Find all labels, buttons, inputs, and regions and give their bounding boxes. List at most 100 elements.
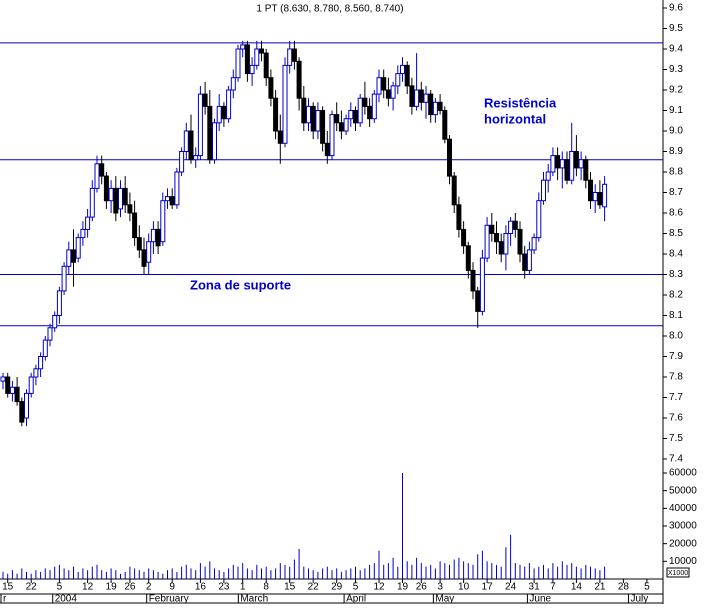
- candle-body: [597, 192, 603, 206]
- y-tick-label: 40000: [669, 503, 697, 514]
- candle-body: [282, 64, 288, 144]
- candle-body: [174, 171, 180, 206]
- candle-body: [273, 97, 279, 132]
- candle-body: [71, 249, 76, 263]
- y-tick-label: 8.7: [669, 187, 683, 198]
- candle-body: [564, 159, 570, 181]
- month-label: May: [435, 594, 454, 604]
- candle-body: [451, 175, 457, 206]
- y-tick-label: 7.4: [669, 454, 683, 465]
- x-tick-label: 10: [458, 582, 470, 593]
- candle-body: [395, 73, 401, 87]
- candle-body: [357, 97, 363, 124]
- candle-body: [578, 159, 584, 169]
- month-label: April: [346, 594, 366, 604]
- candle-body: [52, 315, 58, 329]
- candle-body: [503, 233, 509, 255]
- candle-body: [583, 159, 589, 181]
- x-tick-label: 12: [373, 582, 385, 593]
- candle-body: [169, 196, 175, 206]
- candle-body: [376, 77, 382, 95]
- candle-body: [512, 220, 518, 230]
- candle-body: [150, 228, 156, 243]
- candle-body: [423, 93, 429, 103]
- candle-body: [569, 151, 575, 181]
- y-tick-label: 8.1: [669, 310, 683, 321]
- candle-body: [221, 105, 227, 120]
- candle-body: [47, 327, 53, 341]
- candle-body: [14, 386, 20, 403]
- candle-body: [343, 118, 349, 132]
- candle-body: [489, 224, 495, 235]
- candle-body: [19, 401, 25, 423]
- candle-body: [118, 187, 123, 210]
- candle-body: [329, 114, 335, 157]
- candle-body: [24, 392, 29, 419]
- month-label: March: [240, 594, 268, 604]
- candle-body: [465, 245, 471, 271]
- candle-body: [89, 187, 95, 218]
- unit-box: [666, 567, 690, 578]
- x-tick-label: 1: [240, 582, 246, 593]
- month-label: June: [529, 594, 551, 604]
- y-tick-label: 9.1: [669, 105, 683, 116]
- candle-body: [437, 101, 443, 112]
- candle-body: [385, 89, 391, 99]
- y-tick-label: 8.0: [669, 331, 683, 342]
- candle-body: [470, 269, 476, 292]
- candle-body: [498, 241, 504, 255]
- candle-body: [484, 224, 490, 259]
- candle-body: [353, 110, 358, 124]
- x-tick-label: 23: [218, 582, 230, 593]
- candle-body: [66, 249, 72, 267]
- y-tick-label: 8.2: [669, 290, 683, 301]
- candle-body: [127, 204, 133, 214]
- candle-body: [132, 212, 138, 239]
- candle-body: [193, 155, 199, 161]
- candle-body: [5, 376, 11, 394]
- x-tick-label: 26: [124, 582, 136, 593]
- candle-body: [202, 93, 208, 107]
- y-tick-label: 8.9: [669, 146, 683, 157]
- candle-body: [165, 196, 170, 202]
- candle-body: [216, 105, 222, 124]
- x-tick-label: 15: [284, 582, 296, 593]
- candle-body: [306, 105, 311, 124]
- candle-body: [42, 339, 48, 358]
- candle-body: [33, 368, 39, 378]
- candle-body: [588, 179, 593, 202]
- x-tick-label: 5: [644, 582, 650, 593]
- x-tick-label: 9: [169, 582, 175, 593]
- candle-body: [301, 97, 307, 124]
- x-tick-label: 19: [397, 582, 409, 593]
- candle-body: [38, 356, 44, 370]
- month-label: July: [630, 594, 648, 604]
- y-tick-label: 7.8: [669, 372, 683, 383]
- candle-body: [400, 64, 405, 75]
- y-tick-label: 9.2: [669, 85, 683, 96]
- candle-body: [235, 48, 241, 79]
- annotation: horizontal: [484, 111, 546, 126]
- candle-body: [141, 249, 147, 267]
- x-tick-label: 21: [594, 582, 606, 593]
- candle-body: [442, 110, 448, 140]
- candle-body: [545, 171, 551, 181]
- chart-title: 1 PT (8.630, 8.780, 8.560, 8.740): [256, 4, 403, 15]
- x-tick-label: 12: [82, 582, 94, 593]
- x-tick-label: 31: [529, 582, 541, 593]
- y-tick-label: 8.3: [669, 269, 683, 280]
- x-tick-label: 14: [571, 582, 583, 593]
- candle-body: [447, 138, 452, 177]
- x-tick-label: 8: [263, 582, 269, 593]
- y-tick-label: 20000: [669, 538, 697, 549]
- candle-body: [517, 228, 523, 255]
- candle-body: [197, 93, 203, 157]
- candle-body: [61, 265, 67, 292]
- candle-body: [80, 228, 86, 239]
- y-tick-label: 7.7: [669, 392, 683, 403]
- candle-body: [541, 179, 546, 202]
- y-tick-label: 8.8: [669, 167, 683, 178]
- x-tick-label: 29: [331, 582, 343, 593]
